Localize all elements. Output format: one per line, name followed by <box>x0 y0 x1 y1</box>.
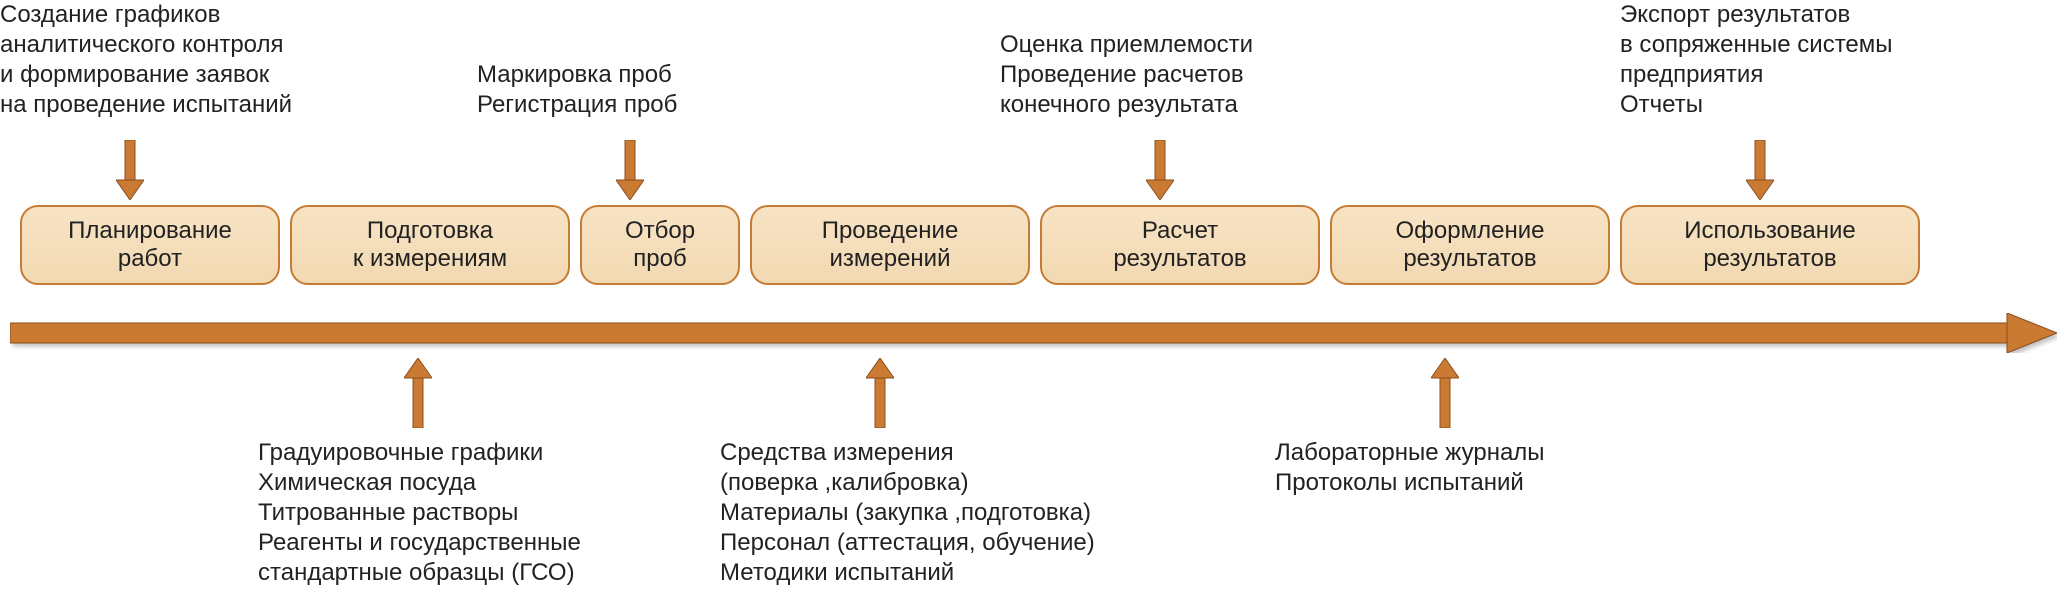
arrow-up-icon <box>1431 358 1459 428</box>
bottom-annotation-1: Средства измерения (поверка ,калибровка)… <box>720 438 1095 588</box>
arrow-down-icon <box>1146 140 1174 200</box>
arrow-down-icon <box>116 140 144 200</box>
stage-box: Планирование работ <box>20 205 280 285</box>
stage-box: Проведение измерений <box>750 205 1030 285</box>
arrow-down-icon <box>1746 140 1774 200</box>
bottom-annotation-2: Лабораторные журналы Протоколы испытаний <box>1275 438 1545 498</box>
stage-box: Расчет результатов <box>1040 205 1320 285</box>
arrow-up-icon <box>404 358 432 428</box>
arrow-down-icon <box>616 140 644 200</box>
top-annotation-1: Маркировка проб Регистрация проб <box>477 60 677 120</box>
top-annotation-0: Создание графиков аналитического контрол… <box>0 0 292 120</box>
top-annotation-2: Оценка приемлемости Проведение расчетов … <box>1000 30 1253 120</box>
bottom-annotation-0: Градуировочные графики Химическая посуда… <box>258 438 581 588</box>
stage-box: Подготовка к измерениям <box>290 205 570 285</box>
arrow-up-icon <box>866 358 894 428</box>
stage-box: Использование результатов <box>1620 205 1920 285</box>
stage-box: Оформление результатов <box>1330 205 1610 285</box>
top-annotation-3: Экспорт результатов в сопряженные систем… <box>1620 0 1893 120</box>
stage-box: Отбор проб <box>580 205 740 285</box>
timeline-arrow-icon <box>10 313 2057 353</box>
process-flow-diagram: Создание графиков аналитического контрол… <box>0 0 2067 614</box>
